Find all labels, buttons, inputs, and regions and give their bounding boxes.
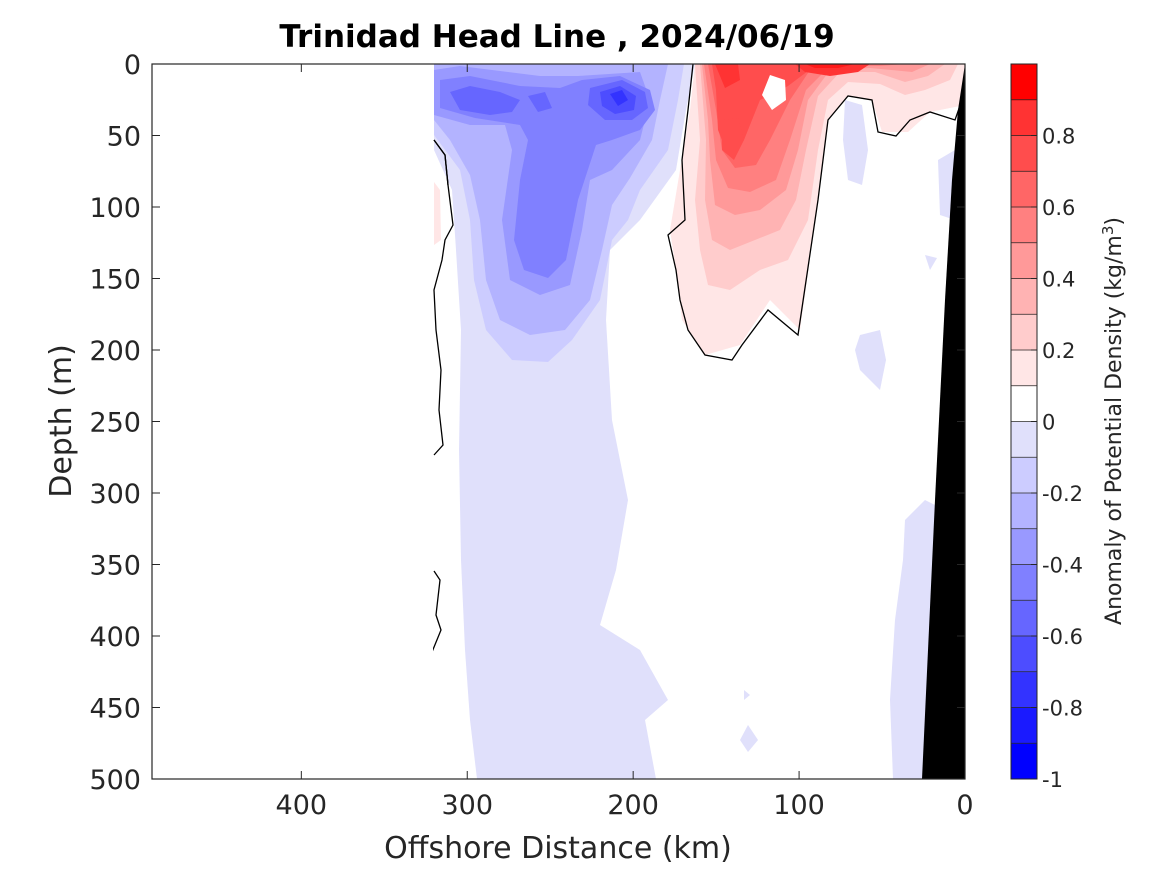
- contour-neg-0.6: [440, 76, 655, 278]
- x-tick-label: 200: [607, 790, 659, 821]
- colorbar-segment: [1011, 135, 1037, 172]
- colorbar-segment: [1011, 457, 1037, 494]
- colorbar-segment: [1011, 528, 1037, 565]
- colorbar-tick-label: 0.6: [1042, 196, 1075, 220]
- y-tick-label: 50: [107, 122, 141, 153]
- colorbar-segment: [1011, 171, 1037, 208]
- y-tick-label: 450: [89, 694, 141, 725]
- y-tick-label: 100: [89, 193, 141, 224]
- colorbar-segment: [1011, 636, 1037, 673]
- chart-title: Trinidad Head Line , 2024/06/19: [279, 19, 834, 55]
- no-data-region: [153, 65, 433, 778]
- x-tick-label: 100: [773, 790, 825, 821]
- colorbar-segment: [1011, 600, 1037, 637]
- x-tick-label: 0: [956, 790, 973, 821]
- colorbar-segment: [1011, 350, 1037, 387]
- colorbar-tick-label: -0.6: [1042, 625, 1083, 649]
- colorbar-tick-label: -0.4: [1042, 554, 1083, 578]
- contour-neg-0.7: [450, 86, 520, 115]
- colorbar-tick-label: -0.8: [1042, 697, 1083, 721]
- contour-neg-0.7-east: [528, 92, 552, 112]
- colorbar-tick-label: 0.8: [1042, 125, 1075, 149]
- x-axis-label: Offshore Distance (km): [384, 831, 732, 866]
- y-tick-label: 200: [89, 336, 141, 367]
- y-tick-label: 350: [89, 551, 141, 582]
- contour-field: [431, 64, 965, 779]
- y-axis: 0 50 100 150 200 250 300 350 400 450 500: [89, 50, 965, 796]
- x-tick-label: 300: [441, 790, 493, 821]
- colorbar-segment: [1011, 314, 1037, 351]
- colorbar-label-close: ): [1102, 217, 1127, 226]
- contour-pos-low-pocket: [762, 75, 786, 110]
- y-tick-label: 250: [89, 408, 141, 439]
- colorbar-tick-label: 0.4: [1042, 268, 1075, 292]
- contour-pos-0.7: [712, 64, 870, 155]
- contour-neg-0.2-patch-e: [740, 725, 758, 752]
- colorbar-segment: [1011, 385, 1037, 422]
- colorbar-segment: [1011, 707, 1037, 744]
- contour-neg-0.2-patch-c: [855, 330, 886, 390]
- zero-contour-east: [667, 64, 963, 361]
- contour-pos-0.7-core: [722, 118, 744, 160]
- contour-neg-0.2-shelf: [890, 500, 935, 779]
- bathymetry: [922, 64, 965, 779]
- y-tick-label: 150: [89, 265, 141, 296]
- colorbar-label-superscript: 3: [1099, 226, 1117, 236]
- contour-neg-0.2-patch-f: [744, 690, 750, 700]
- zero-contour-offshore-top: [433, 139, 449, 186]
- contour-pos-0.8: [715, 64, 740, 88]
- x-axis: 400 300 200 100 0: [276, 64, 974, 821]
- colorbar-segment: [1011, 99, 1037, 136]
- colorbar-tick-label: -0.2: [1042, 482, 1083, 506]
- contour-pos-0.9-surface: [805, 64, 855, 68]
- colorbar-tick-label: 0.2: [1042, 339, 1075, 363]
- y-tick-label: 500: [89, 765, 141, 796]
- colorbar: 0.8 0.6 0.4 0.2 0 -0.2 -0.4 -0.6 -0.8 -1: [1010, 63, 1083, 792]
- colorbar-segment: [1011, 743, 1037, 780]
- zero-contour-deep: [431, 570, 442, 653]
- contour-neg-0.2-patch-d: [925, 255, 937, 270]
- colorbar-segment: [1011, 671, 1037, 708]
- colorbar-segment: [1011, 207, 1037, 244]
- contour-neg-0.9: [610, 90, 628, 106]
- colorbar-segment: [1011, 564, 1037, 601]
- colorbar-tick-label: -1: [1042, 768, 1063, 792]
- colorbar-segment: [1011, 421, 1037, 458]
- colorbar-segment: [1011, 242, 1037, 279]
- y-axis-label: Depth (m): [44, 344, 79, 498]
- colorbar-segment: [1011, 278, 1037, 315]
- y-tick-label: 300: [89, 479, 141, 510]
- x-tick-label: 400: [276, 790, 328, 821]
- contour-neg-0.2-patch-a: [843, 100, 868, 185]
- colorbar-label: Anomaly of Potential Density (kg/m3): [1099, 217, 1127, 625]
- colorbar-segment: [1011, 64, 1037, 101]
- colorbar-segment: [1011, 493, 1037, 530]
- y-tick-label: 400: [89, 622, 141, 653]
- y-tick-label: 0: [124, 50, 141, 81]
- colorbar-tick-label: 0: [1042, 411, 1055, 435]
- contour-pos-edge: [434, 182, 441, 245]
